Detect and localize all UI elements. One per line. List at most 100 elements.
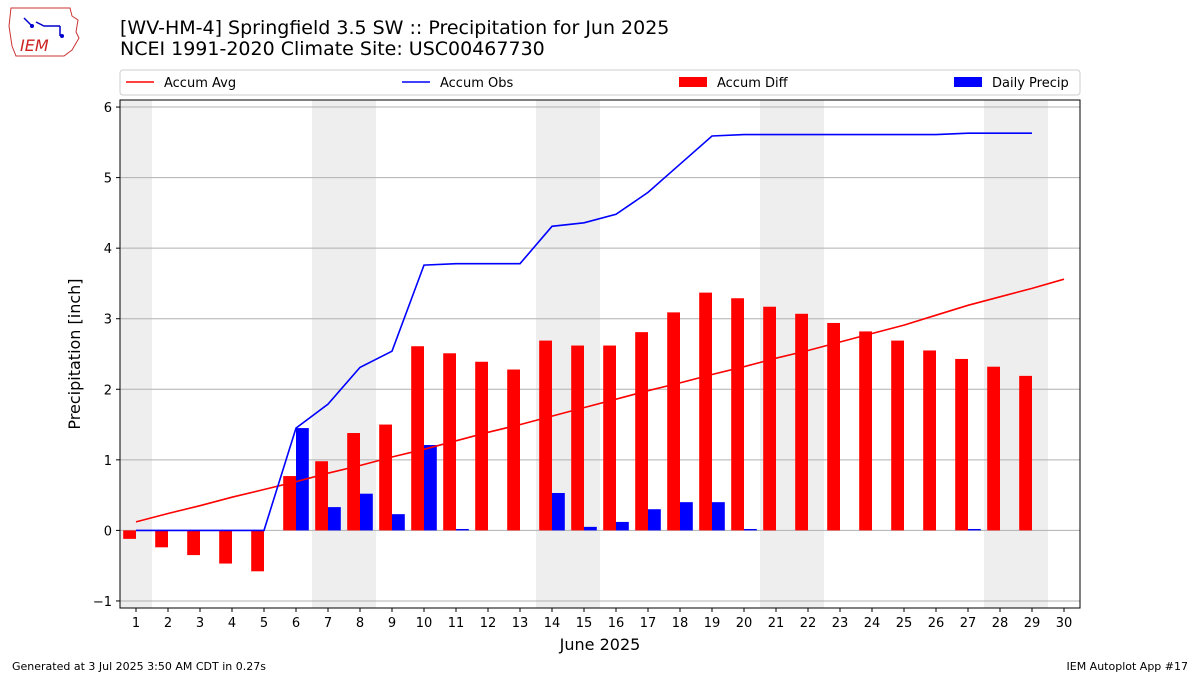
accum-diff-bar — [539, 340, 552, 531]
x-tick-label: 1 — [132, 616, 140, 631]
accum-diff-bar — [1019, 375, 1032, 531]
x-tick-label: 17 — [640, 616, 657, 631]
daily-precip-bar — [968, 528, 981, 531]
weekend-band-1 — [120, 100, 152, 608]
accum-diff-bar — [123, 530, 136, 539]
accum-diff-bar — [667, 312, 680, 531]
accum-diff-bar — [507, 369, 520, 531]
x-tick-label: 30 — [1056, 616, 1073, 631]
title-line-2: NCEI 1991-2020 Climate Site: USC00467730 — [120, 38, 545, 60]
y-tick-label: 6 — [104, 101, 112, 116]
lines — [135, 132, 1065, 532]
grid-lines — [120, 106, 1080, 602]
accum-diff-bar — [283, 476, 296, 531]
accum-diff-bar — [411, 346, 424, 531]
x-tick-label: 11 — [448, 616, 465, 631]
legend-label: Accum Diff — [717, 76, 789, 91]
x-tick-label: 22 — [800, 616, 817, 631]
accum-diff-bar — [315, 461, 328, 531]
legend-swatch — [679, 77, 707, 87]
accum-diff-bar — [699, 292, 712, 531]
footer-app: IEM Autoplot App #17 — [1066, 660, 1189, 673]
title-line-1: [WV-HM-4] Springfield 3.5 SW :: Precipit… — [120, 17, 670, 39]
x-tick-label: 14 — [544, 616, 561, 631]
x-tick-label: 13 — [512, 616, 529, 631]
accum-obs-line — [136, 132, 1032, 532]
x-tick-label: 12 — [480, 616, 497, 631]
legend-box — [119, 69, 1081, 96]
daily-precip-bar — [328, 507, 341, 531]
accum-diff-bar — [859, 331, 872, 531]
daily-precip-bar — [680, 502, 693, 531]
legend-label: Accum Obs — [440, 76, 513, 91]
x-tick-label: 29 — [1024, 616, 1041, 631]
y-tick-label: 0 — [104, 524, 112, 539]
x-tick-label: 9 — [388, 616, 396, 631]
x-tick-label: 10 — [416, 616, 433, 631]
x-axis-label: June 2025 — [559, 635, 641, 654]
daily-precip-bar — [424, 445, 437, 531]
x-tick-label: 25 — [896, 616, 913, 631]
x-tick-label: 27 — [960, 616, 977, 631]
accum-diff-bar — [187, 530, 200, 556]
daily-precip-bar — [552, 492, 565, 531]
legend-label: Accum Avg — [164, 76, 236, 91]
daily-precip-bar — [648, 509, 661, 531]
daily-precip-bar — [616, 521, 629, 531]
accum-diff-bar — [155, 530, 168, 548]
accum-diff-bar — [891, 340, 904, 531]
daily-precip-bar — [360, 493, 373, 531]
x-tick-label: 2 — [164, 616, 172, 631]
x-tick-label: 8 — [356, 616, 364, 631]
accum-diff-bar — [635, 332, 648, 531]
weekend-band-8 — [344, 100, 376, 608]
y-tick-label: 5 — [104, 172, 112, 187]
accum-diff-bar — [603, 345, 616, 531]
bars — [123, 292, 1032, 572]
x-tick-label: 15 — [576, 616, 593, 631]
y-axis-label: Precipitation [inch] — [65, 278, 84, 429]
x-tick-label: 16 — [608, 616, 625, 631]
accum-diff-bar — [219, 530, 232, 564]
x-tick-label: 20 — [736, 616, 753, 631]
accum-diff-bar — [731, 298, 744, 531]
x-tick-label: 4 — [228, 616, 236, 631]
y-tick-label: 4 — [104, 242, 112, 257]
x-tick-label: 21 — [768, 616, 785, 631]
x-tick-label: 7 — [324, 616, 332, 631]
daily-precip-bar — [456, 528, 469, 531]
y-tick-label: −1 — [93, 595, 112, 610]
x-tick-label: 18 — [672, 616, 689, 631]
y-tick-label: 1 — [104, 454, 112, 469]
x-tick-label: 19 — [704, 616, 721, 631]
x-tick-label: 5 — [260, 616, 268, 631]
legend-label: Daily Precip — [992, 76, 1069, 91]
accum-diff-bar — [379, 424, 392, 531]
daily-precip-bar — [712, 502, 725, 531]
daily-precip-bar — [392, 514, 405, 531]
x-tick-label: 6 — [292, 616, 300, 631]
accum-diff-bar — [827, 322, 840, 531]
accum-diff-bar — [955, 358, 968, 531]
accum-diff-bar — [475, 361, 488, 531]
accum-diff-bar — [347, 433, 360, 531]
x-tick-label: 23 — [832, 616, 849, 631]
chart-title: [WV-HM-4] Springfield 3.5 SW :: Precipit… — [120, 18, 669, 60]
weekend-band-29 — [1016, 100, 1048, 608]
x-tick-label: 26 — [928, 616, 945, 631]
daily-precip-bar — [584, 526, 597, 531]
logo-text: IEM — [20, 36, 49, 55]
accum-diff-bar — [987, 366, 1000, 531]
weekend-band-7 — [312, 100, 344, 608]
x-tick-label: 3 — [196, 616, 204, 631]
iem-logo: IEM — [6, 6, 82, 60]
accum-diff-bar — [251, 530, 264, 572]
y-tick-label: 3 — [104, 313, 112, 328]
x-tick-label: 24 — [864, 616, 881, 631]
legend-swatch — [954, 77, 982, 87]
accum-avg-line — [135, 278, 1065, 523]
plot-frame — [119, 99, 1081, 609]
accum-diff-bar — [763, 306, 776, 531]
